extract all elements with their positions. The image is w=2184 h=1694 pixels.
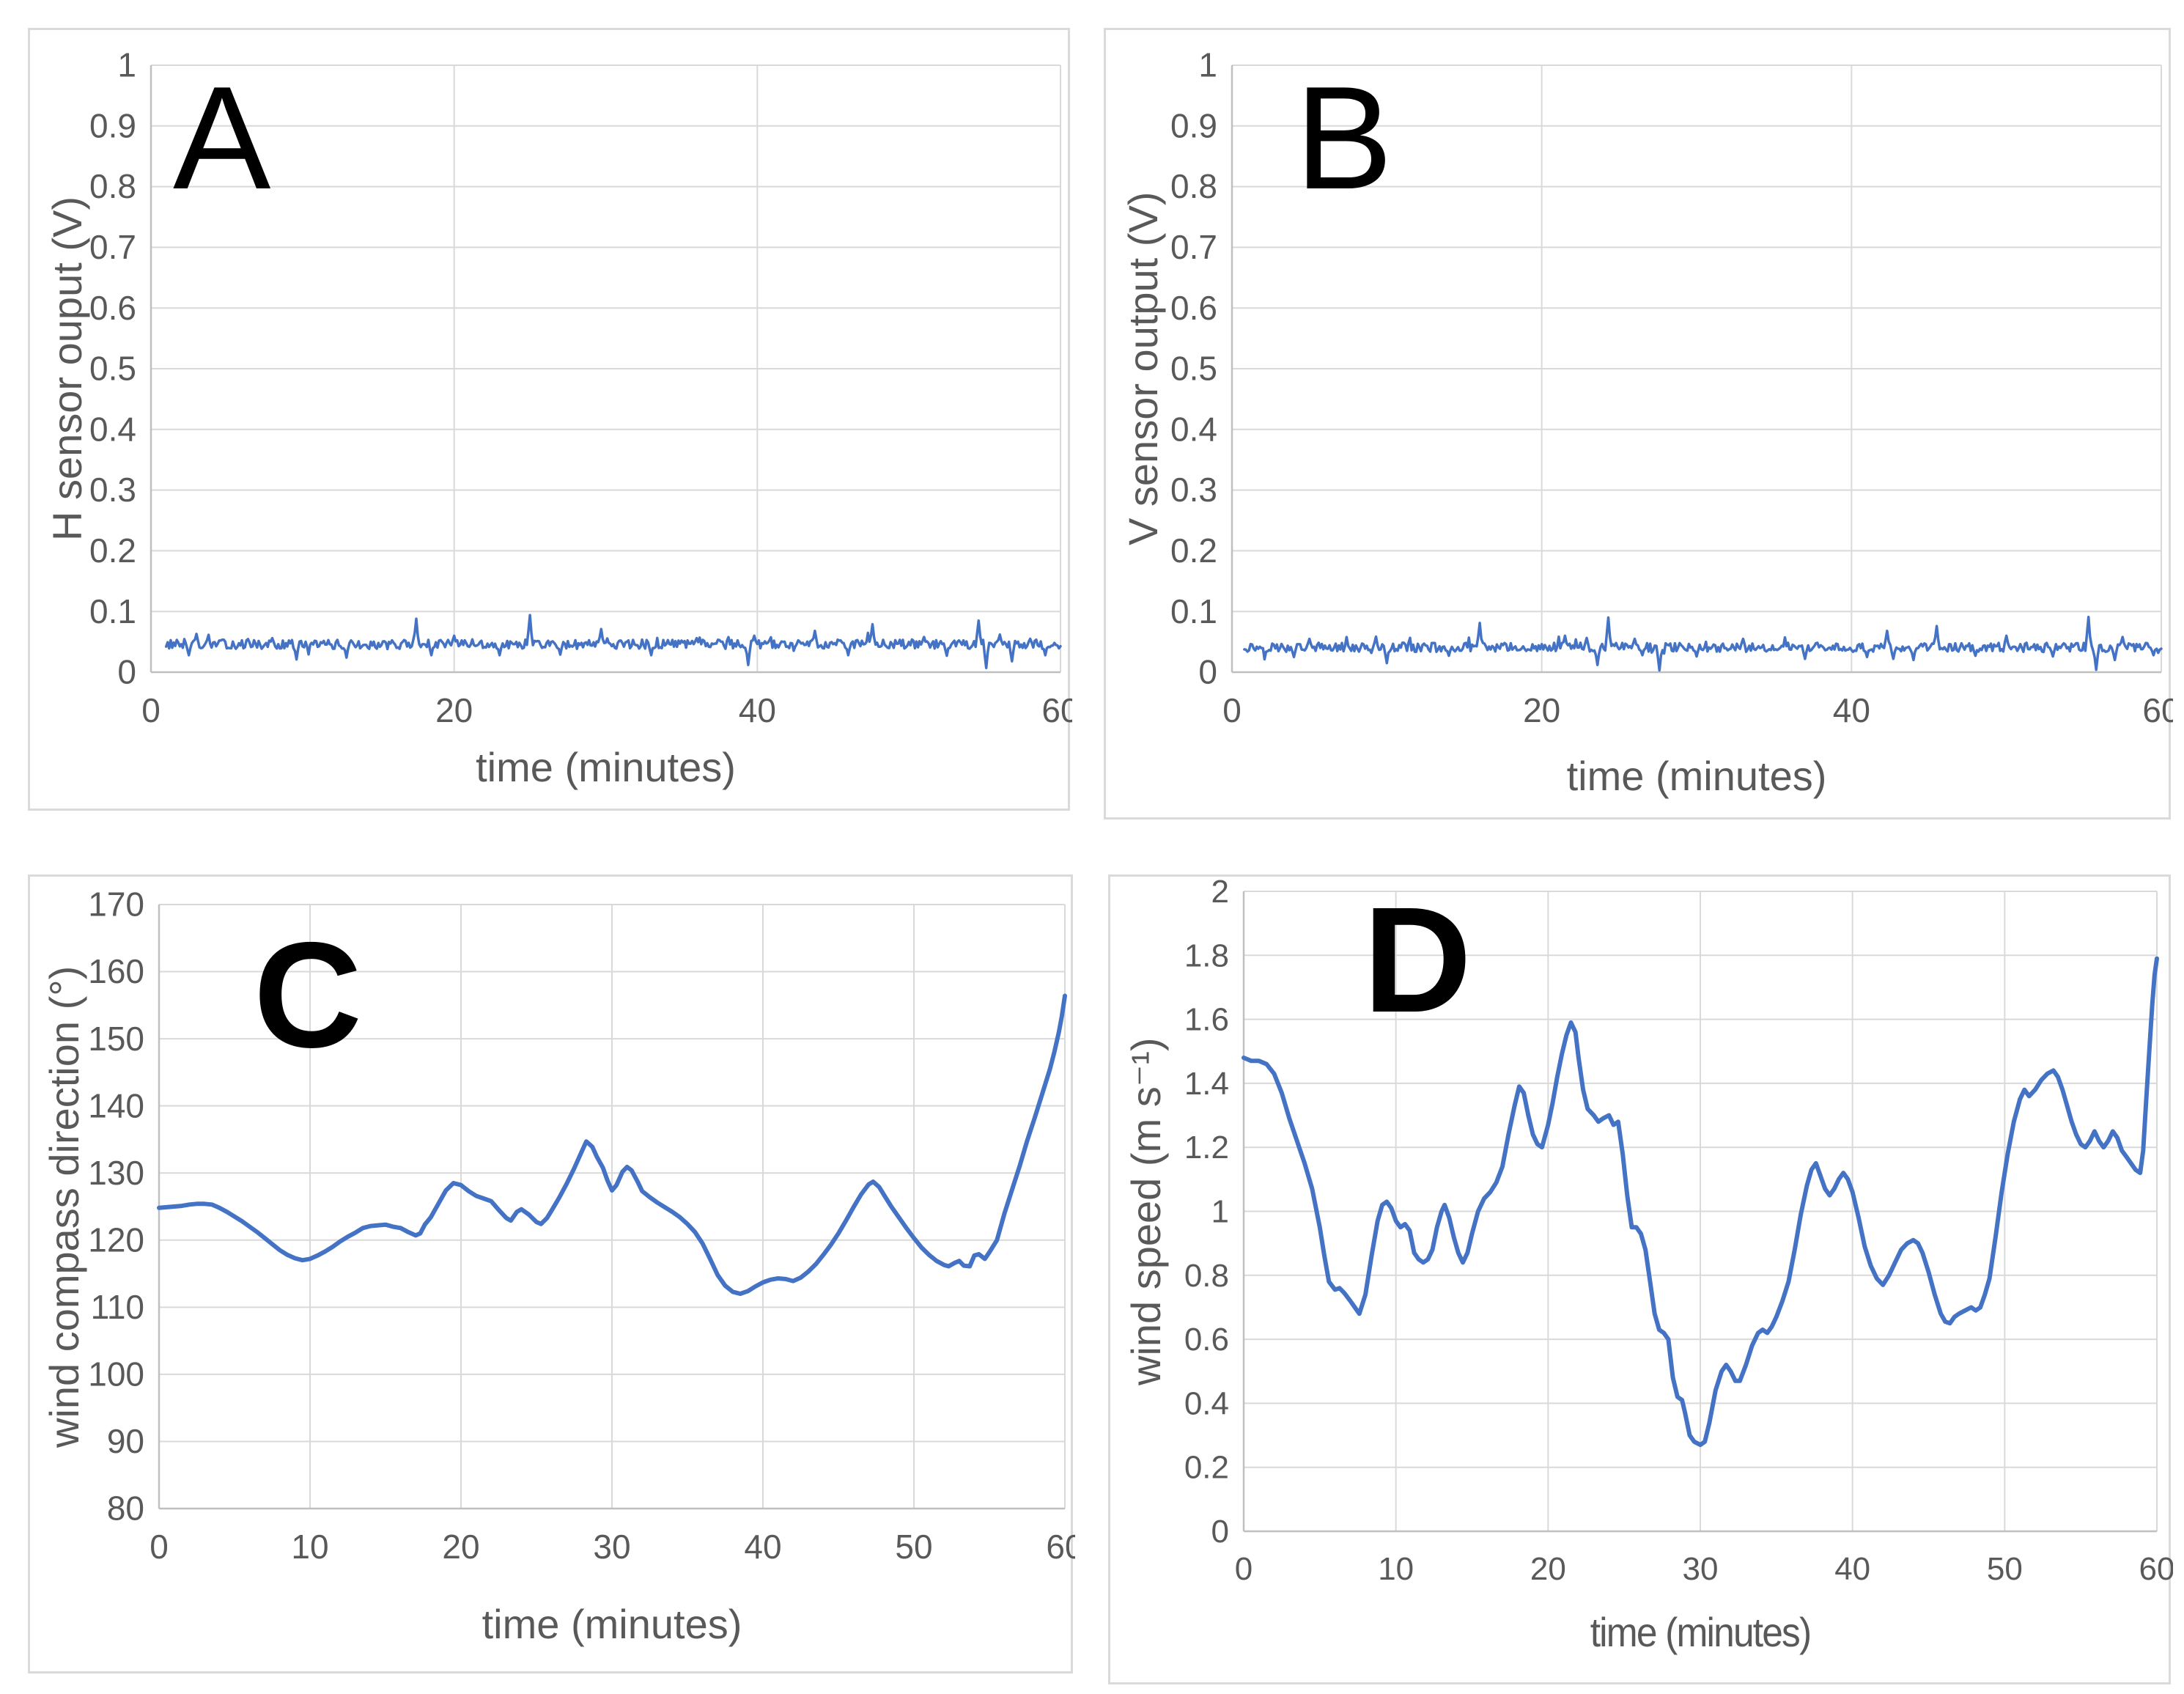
x-tick-label: 40 — [744, 1528, 781, 1566]
x-tick-label: 30 — [1683, 1551, 1719, 1587]
y-tick-label: 0.1 — [89, 592, 136, 630]
y-tick-label: 1 — [1211, 1193, 1229, 1229]
x-axis-label-b: time (minutes) — [1566, 753, 1827, 799]
y-tick-label: 0.7 — [1170, 228, 1217, 266]
y-tick-label: 0.8 — [89, 167, 136, 205]
chart-canvas-c: 80 90 100 110 120 130 140 150 160 170 0 10 20 30 40 50 6… — [88, 885, 1075, 1566]
x-axis-label-d: time (minutes) — [1590, 1609, 1812, 1655]
y-tick-label: 0.2 — [89, 531, 136, 570]
x-tick-label: 10 — [291, 1528, 328, 1566]
y-axis-label-b: V sensor output (V) — [1120, 191, 1166, 546]
y-tick-label: 0.9 — [1170, 106, 1217, 144]
panel-a: A H sensor ouput (V) time (minutes) 0 0.1… — [28, 28, 1072, 811]
chart-canvas-d: 00.20.40.60.811.21.41.61.820 10 20 30 40 50 60 — [1184, 877, 2173, 1587]
y-tick-label: 0.2 — [1170, 531, 1217, 570]
chart-canvas-b: 0 0.1 0.2 0.3 0.4 0.5 0.6 0.7 0.8 0.9 1 0 20 40 60 — [1170, 46, 2173, 729]
y-tick-label: 160 — [88, 952, 144, 990]
x-tick-label: 0 — [1235, 1551, 1253, 1587]
y-tick-label: 0 — [1198, 653, 1217, 691]
panel-letter-b: B — [1295, 56, 1393, 220]
x-tick-label: 60 — [2142, 691, 2173, 729]
y-tick-label: 0 — [1211, 1514, 1229, 1550]
y-tick-label: 1.2 — [1184, 1130, 1229, 1165]
y-tick-label: 0.6 — [89, 289, 136, 327]
x-tick-label: 20 — [442, 1528, 479, 1566]
data-series-line — [1243, 615, 2163, 672]
x-tick-label: 60 — [2139, 1551, 2173, 1587]
y-tick-label: 0.6 — [1170, 289, 1217, 327]
y-tick-label: 1.8 — [1184, 938, 1229, 973]
y-tick-label: 0.8 — [1170, 167, 1217, 205]
y-tick-label: 1 — [117, 46, 136, 84]
x-tick-label: 60 — [1041, 691, 1072, 729]
y-tick-label: 0.6 — [1184, 1322, 1229, 1358]
y-tick-label: 0.4 — [1184, 1385, 1229, 1421]
x-tick-label: 0 — [141, 691, 161, 729]
y-tick-label: 120 — [88, 1220, 144, 1259]
x-tick-label: 60 — [1046, 1528, 1075, 1566]
y-tick-label: 110 — [91, 1288, 144, 1326]
y-axis-label-d: wind speed (m s⁻¹) — [1123, 1037, 1169, 1385]
panel-d: D wind speed (m s⁻¹) time (minutes) 0 0.2… — [1108, 874, 2173, 1684]
x-tick-label: 40 — [1834, 1551, 1870, 1587]
y-tick-label: 0.3 — [1170, 471, 1217, 509]
y-tick-label: 80 — [107, 1489, 144, 1528]
y-tick-label: 0.8 — [1184, 1258, 1229, 1294]
y-tick-label: 90 — [107, 1422, 144, 1460]
x-tick-label: 20 — [1530, 1551, 1566, 1587]
x-axis-label-c: time (minutes) — [482, 1601, 742, 1647]
y-tick-label: 130 — [88, 1154, 144, 1192]
y-tick-label: 0.7 — [89, 228, 136, 266]
panel-b: B V sensor output (V) time (minutes) 0 0.… — [1104, 28, 2173, 820]
x-tick-label: 20 — [1523, 691, 1560, 729]
y-tick-label: 0 — [117, 653, 136, 691]
x-tick-label: 50 — [1987, 1551, 2023, 1587]
chart-canvas-a: 0 0.1 0.2 0.3 0.4 0.5 0.6 0.7 0.8 0.9 1 0 20 40 60 — [89, 46, 1072, 729]
y-tick-label: 1.4 — [1184, 1066, 1229, 1102]
data-series-line — [1242, 956, 2159, 1448]
x-tick-label: 30 — [593, 1528, 630, 1566]
x-tick-label: 0 — [1222, 691, 1242, 729]
y-tick-label: 0.9 — [89, 106, 136, 144]
x-tick-label: 10 — [1378, 1551, 1414, 1587]
panel-c: C wind compass direction (°) time (minut… — [28, 874, 1075, 1673]
x-tick-label: 0 — [150, 1528, 169, 1566]
data-series-line — [157, 993, 1067, 1296]
y-tick-label: 0.3 — [89, 471, 136, 509]
y-tick-label: 0.4 — [89, 410, 136, 448]
y-tick-label: 0.2 — [1184, 1450, 1229, 1486]
panel-letter-a: A — [173, 56, 271, 220]
y-tick-label: 0.5 — [1170, 350, 1217, 388]
y-tick-label: 0.1 — [1170, 592, 1217, 630]
data-series-line — [164, 614, 1062, 669]
x-tick-label: 40 — [1833, 691, 1870, 729]
y-tick-label: 150 — [88, 1020, 144, 1058]
y-tick-label: 140 — [88, 1086, 144, 1124]
x-tick-label: 40 — [739, 691, 776, 729]
y-tick-label: 170 — [88, 885, 144, 924]
y-tick-label: 1 — [1198, 46, 1217, 84]
y-tick-label: 1.6 — [1184, 1002, 1229, 1038]
x-axis-label-a: time (minutes) — [476, 744, 736, 790]
panel-letter-c: C — [254, 911, 363, 1079]
y-tick-label: 2 — [1211, 877, 1229, 910]
y-tick-label: 0.4 — [1170, 410, 1217, 448]
x-tick-label: 50 — [895, 1528, 932, 1566]
x-tick-label: 20 — [435, 691, 473, 729]
y-tick-label: 100 — [88, 1355, 144, 1393]
y-axis-label-a: H sensor ouput (V) — [44, 196, 90, 541]
y-tick-label: 0.5 — [89, 350, 136, 388]
y-axis-label-c: wind compass direction (°) — [41, 965, 87, 1448]
panel-letter-d: D — [1363, 876, 1472, 1044]
